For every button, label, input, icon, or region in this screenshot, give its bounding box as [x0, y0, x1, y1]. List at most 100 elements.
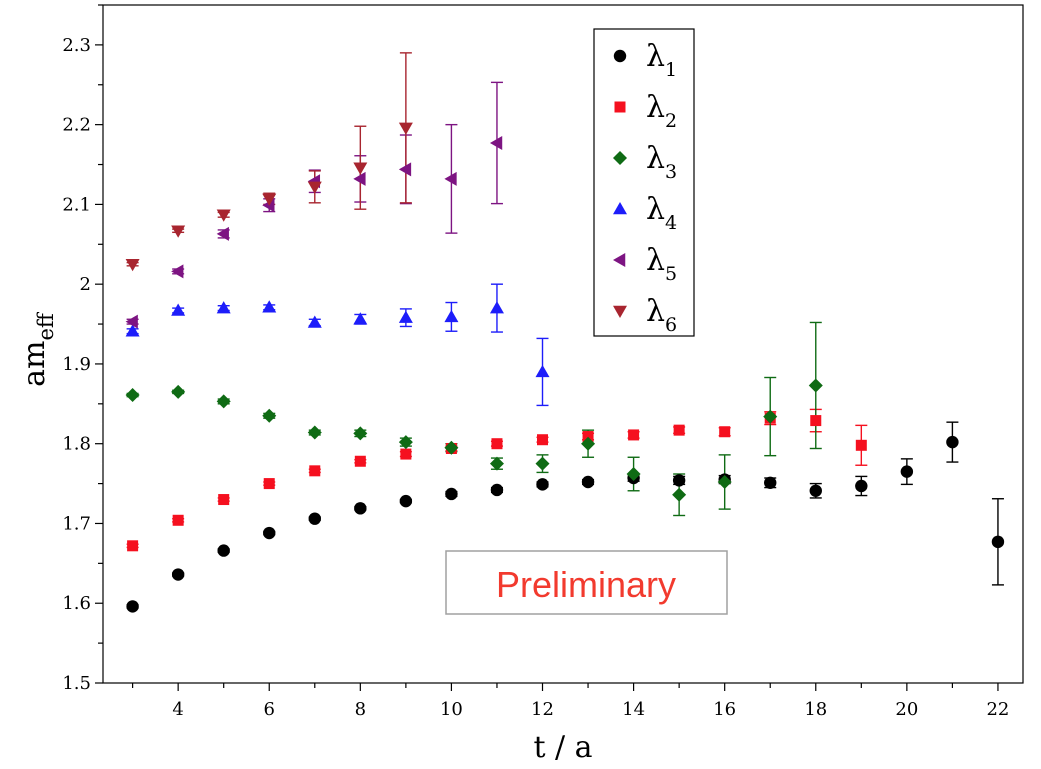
legend-symbol: λ: [646, 39, 665, 74]
y-tick-label: 1.6: [62, 593, 91, 614]
lambda-5-point: [353, 171, 366, 186]
lambda-4-point: [216, 301, 231, 314]
lambda-4-point: [489, 301, 504, 314]
lambda-1-point: [490, 483, 504, 497]
legend-label-lambda-3: λ3: [646, 141, 677, 183]
y-tick-label: 2.1: [62, 194, 91, 215]
legend-subscript: 3: [665, 161, 677, 183]
lambda-1-point: [991, 535, 1005, 549]
x-tick-label: 20: [895, 699, 918, 720]
lambda-2-point: [218, 494, 230, 506]
lambda-4-point: [398, 310, 413, 323]
lambda-2-point: [582, 431, 594, 443]
x-tick-label: 14: [622, 699, 645, 720]
y-axis-ticks: 1.5 1.6 1.7 1.8 1.9 2 2.1 2.2 2.3: [62, 4, 103, 694]
legend-symbol: λ: [646, 243, 665, 278]
x-axis-label: t / a: [533, 730, 592, 765]
legend-item-lambda-1: λ1: [613, 39, 677, 81]
legend-box: [593, 28, 695, 337]
y-tick-label: 1.7: [62, 513, 91, 534]
lambda-4-point: [125, 324, 140, 337]
legend-label-lambda-1: λ1: [646, 39, 677, 81]
lambda-6-point: [353, 162, 368, 175]
legend-marker-lambda-3: [613, 151, 627, 165]
lambda-5-point: [398, 162, 412, 177]
data-markers: [125, 122, 1005, 613]
lambda-6-point: [262, 193, 277, 206]
lambda-6-point: [171, 225, 186, 238]
lambda-1-point: [445, 487, 458, 501]
lambda-3-point: [171, 384, 186, 399]
lambda-2-point: [719, 426, 731, 438]
lambda-3-point: [717, 474, 732, 489]
lambda-1-point: [354, 502, 367, 515]
lambda-1-point: [308, 512, 321, 525]
lambda-2-point: [537, 434, 549, 446]
legend-symbol: λ: [646, 294, 665, 329]
lambda-4-point: [353, 312, 368, 325]
legend-marker-lambda-6: [613, 305, 627, 318]
lambda-2-point: [491, 438, 503, 450]
lambda-1-point: [399, 494, 413, 508]
lambda-3-point: [125, 388, 140, 403]
legend-item-lambda-4: λ4: [613, 192, 677, 234]
lambda-1-point: [672, 474, 686, 487]
lambda-4-point: [171, 303, 186, 316]
legend-marker-lambda-1: [613, 49, 627, 63]
lambda-5-point: [489, 135, 503, 150]
lambda-3-point: [216, 394, 231, 409]
x-tick-label: 12: [531, 699, 554, 720]
lambda-5-point: [125, 314, 138, 329]
lambda-4-point: [444, 309, 459, 323]
lambda-2-point: [400, 448, 412, 460]
lambda-1-point: [581, 475, 595, 489]
lambda-3-point: [398, 435, 413, 450]
lambda-4-point: [307, 315, 322, 328]
y-axis-label: ameff: [17, 311, 58, 387]
lambda-1-point: [855, 479, 868, 493]
lambda-4-point: [535, 364, 550, 378]
lambda-1-point: [171, 568, 185, 581]
x-tick-label: 18: [804, 699, 827, 720]
lambda-2-point: [855, 439, 867, 451]
x-tick-label: 4: [172, 699, 183, 720]
legend-subscript: 1: [665, 59, 677, 81]
legend-label-lambda-6: λ6: [646, 294, 677, 336]
lambda-5-point: [216, 226, 229, 241]
lambda-3-point: [808, 378, 823, 393]
lambda-1-point: [809, 484, 822, 497]
y-tick-label: 2.3: [62, 35, 91, 56]
lambda-5-point: [171, 264, 184, 279]
x-axis-ticks: 4 6 8 10 12 14 16 18 20 22: [132, 683, 1009, 720]
lambda-6-point: [125, 258, 140, 272]
lambda-2-point: [309, 465, 321, 477]
lambda-1-point: [764, 476, 777, 489]
legend-subscript: 4: [665, 212, 677, 234]
lambda-1-point: [263, 526, 276, 540]
y-axis-label-main: am: [17, 341, 52, 387]
lambda-3-point: [763, 409, 778, 424]
y-axis-label-sub: eff: [34, 311, 58, 340]
y-tick-label: 2: [80, 274, 91, 295]
x-tick-label: 10: [440, 699, 463, 720]
y-tick-label: 1.8: [62, 434, 91, 455]
preliminary-box: [445, 550, 728, 615]
lambda-3-point: [626, 467, 641, 482]
plot-frame: [102, 4, 1024, 684]
legend-item-lambda-2: λ2: [614, 90, 677, 132]
lambda-3-point: [444, 440, 459, 455]
x-tick-label: 16: [713, 699, 736, 720]
lambda-2-point: [673, 424, 685, 436]
lambda-3-point: [262, 408, 277, 423]
y-tick-label: 1.9: [62, 354, 91, 375]
lambda-3-point: [535, 456, 550, 471]
lambda-6-point: [216, 209, 231, 222]
lambda-3-point: [489, 456, 504, 471]
legend-item-lambda-6: λ6: [613, 294, 677, 336]
preliminary-annotation: Preliminary: [445, 550, 728, 615]
legend-item-lambda-5: λ5: [613, 243, 677, 285]
lambda-6-point: [398, 122, 413, 135]
